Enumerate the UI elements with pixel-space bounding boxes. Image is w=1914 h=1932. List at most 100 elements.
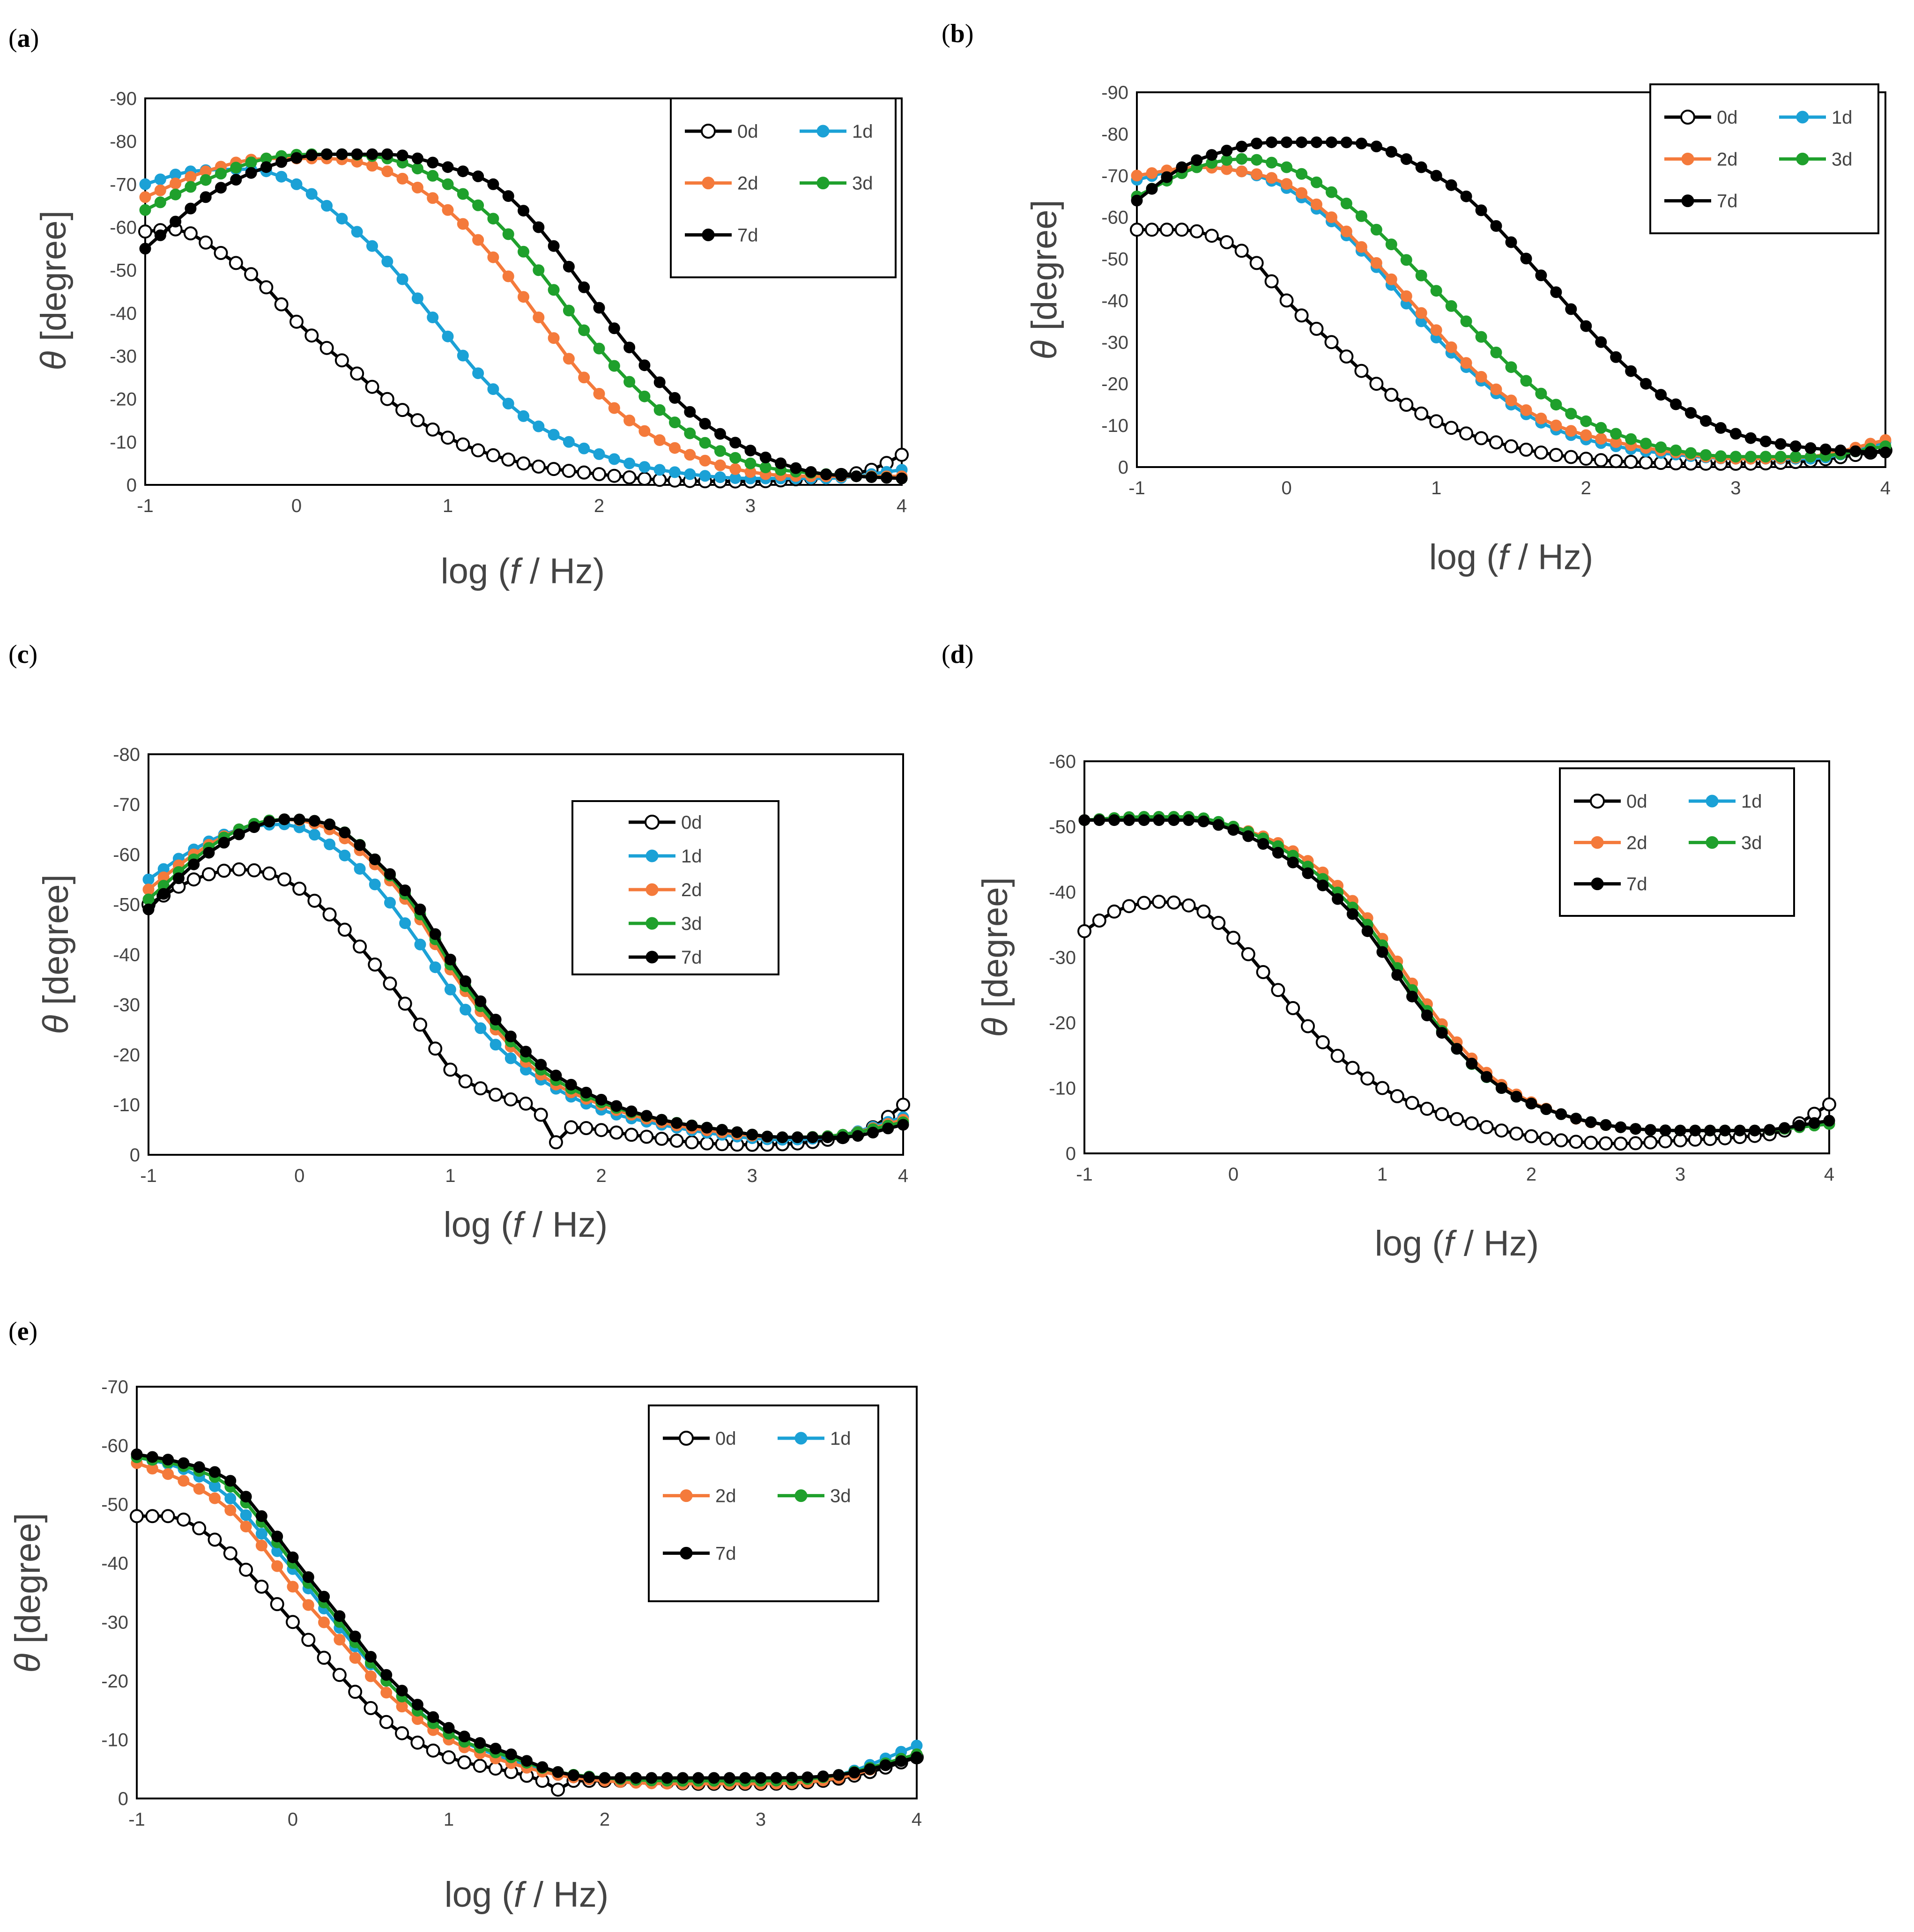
data-point-7d: [263, 816, 275, 828]
data-point-7d: [185, 202, 197, 215]
data-point-7d: [1685, 407, 1697, 419]
data-point-7d: [1183, 814, 1195, 826]
legend-marker: [816, 125, 830, 138]
data-point-0d: [350, 366, 364, 381]
data-point-7d: [1272, 847, 1284, 859]
data-point-7d: [533, 221, 545, 233]
data-point-0d: [1494, 1123, 1509, 1138]
data-point-3d: [1296, 168, 1308, 180]
data-point-0d: [1639, 455, 1653, 470]
legend-label: 3d: [1832, 149, 1853, 170]
data-point-0d: [1152, 894, 1166, 909]
data-point-0d: [519, 1096, 533, 1111]
data-point-3d: [548, 284, 560, 296]
data-point-3d: [563, 305, 575, 317]
data-point-0d: [307, 893, 322, 908]
data-point-7d: [411, 152, 423, 164]
data-point-7d: [790, 462, 802, 474]
data-point-7d: [215, 182, 227, 194]
data-point-7d: [625, 1105, 638, 1117]
data-point-0d: [1339, 349, 1354, 364]
data-point-7d: [1445, 179, 1457, 191]
data-point-7d: [193, 1461, 205, 1473]
data-point-3d: [185, 181, 197, 193]
data-point-7d: [1406, 990, 1418, 1003]
data-point-2d: [1281, 178, 1293, 190]
legend-label: 7d: [681, 947, 702, 968]
y-tick-label: -50: [1101, 249, 1128, 270]
data-point-0d: [654, 1131, 669, 1146]
data-point-3d: [1400, 254, 1412, 266]
data-point-2d: [162, 1468, 174, 1480]
data-point-7d: [739, 1772, 751, 1784]
data-point-0d: [1301, 1019, 1315, 1033]
data-point-7d: [686, 1120, 698, 1131]
legend-label: 3d: [852, 173, 873, 194]
legend-label: 2d: [1626, 832, 1647, 853]
data-point-7d: [1704, 1124, 1716, 1137]
legend-marker: [1796, 111, 1809, 124]
data-point-7d: [1789, 440, 1802, 453]
data-point-2d: [1146, 167, 1158, 179]
data-point-0d: [700, 1136, 714, 1151]
data-point-2d: [209, 1492, 221, 1504]
data-point-7d: [349, 1630, 361, 1642]
data-point-2d: [1340, 225, 1352, 238]
data-point-7d: [759, 452, 772, 463]
data-point-3d: [1535, 387, 1547, 400]
data-point-7d: [552, 1766, 564, 1778]
data-point-3d: [759, 461, 772, 474]
data-point-2d: [302, 1599, 314, 1611]
data-point-7d: [520, 1046, 532, 1058]
data-point-7d: [1700, 415, 1712, 427]
data-point-7d: [865, 471, 877, 483]
data-point-3d: [1266, 156, 1278, 169]
legend-entry-0d: 0d: [663, 1428, 736, 1449]
data-point-7d: [458, 1731, 470, 1743]
series-line-2d: [147, 817, 904, 1139]
data-point-0d: [441, 431, 455, 445]
data-point-2d: [1326, 211, 1337, 223]
data-point-1d: [669, 466, 681, 478]
data-point-7d: [623, 342, 636, 354]
data-point-1d: [336, 213, 348, 225]
data-point-2d: [193, 1483, 205, 1495]
legend-entry-2d: 2d: [1664, 149, 1738, 170]
data-point-1d: [411, 292, 423, 305]
data-point-0d: [531, 460, 546, 474]
data-point-7d: [1242, 830, 1254, 842]
legend-marker: [645, 883, 659, 896]
series-3d: [142, 813, 909, 1144]
data-point-0d: [1384, 387, 1399, 402]
data-point-0d: [425, 422, 440, 437]
series-7d: [142, 813, 909, 1144]
data-point-7d: [502, 190, 514, 202]
data-point-2d: [411, 181, 423, 193]
y-tick-label: -30: [110, 346, 137, 367]
legend-entry-7d: 7d: [629, 947, 702, 968]
legend-label: 1d: [1741, 791, 1762, 812]
legend-marker: [680, 1546, 693, 1560]
data-point-7d: [792, 1131, 803, 1144]
x-tick-label: -1: [128, 1809, 145, 1830]
data-point-7d: [1460, 190, 1472, 202]
data-point-0d: [201, 867, 216, 882]
data-point-2d: [684, 449, 696, 461]
x-tick-label: 0: [294, 1166, 304, 1186]
x-tick-label: 4: [1880, 478, 1891, 498]
data-point-2d: [1400, 290, 1412, 302]
data-point-2d: [1490, 383, 1502, 395]
legend-marker: [816, 177, 830, 190]
legend-entry-3d: 3d: [800, 173, 873, 194]
data-point-2d: [224, 1504, 237, 1516]
data-point-7d: [714, 428, 726, 440]
y-tick-label: -90: [110, 89, 137, 109]
data-point-7d: [708, 1772, 720, 1784]
data-point-7d: [1296, 136, 1308, 149]
data-point-0d: [1249, 256, 1264, 270]
data-point-1d: [548, 429, 560, 441]
data-point-1d: [321, 200, 333, 212]
data-point-7d: [1400, 153, 1412, 165]
data-point-7d: [1436, 1027, 1448, 1039]
data-point-7d: [716, 1124, 728, 1136]
